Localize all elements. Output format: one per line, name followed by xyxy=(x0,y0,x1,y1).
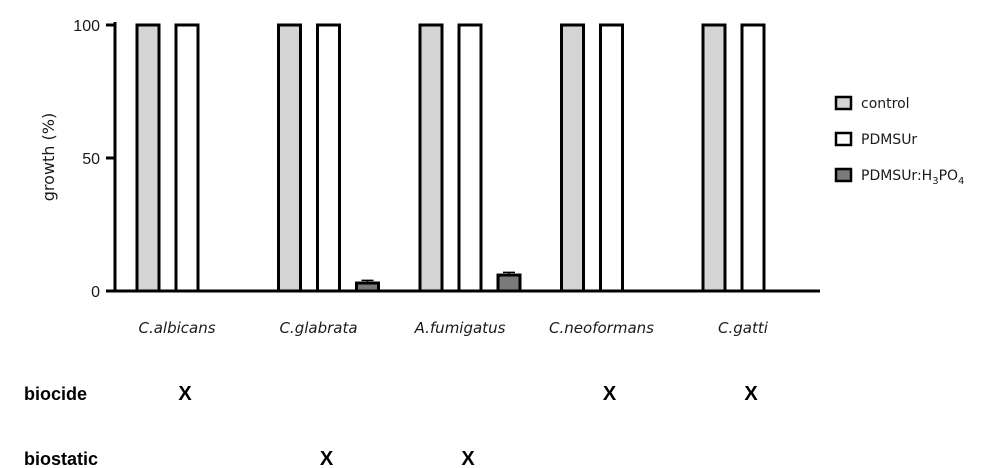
bar-0-4 xyxy=(701,23,727,293)
legend-label-control: control xyxy=(861,96,910,112)
bar-0-2 xyxy=(418,23,444,293)
y-tick-label-2: 100 xyxy=(73,18,100,35)
legend-item-pdmsur: PDMSUr xyxy=(834,131,917,148)
bar-1-2 xyxy=(457,23,483,293)
legend-label-phos-sub1: 3 xyxy=(932,176,938,187)
legend-label-pdmsur: PDMSUr xyxy=(861,132,917,148)
bar-1-1 xyxy=(316,23,341,293)
bar-1-4 xyxy=(740,23,766,293)
x-category-label-4: C.gatti xyxy=(718,319,769,337)
legend-swatch-pdmsur-h3po4 xyxy=(834,167,853,183)
bar-2-2 xyxy=(496,273,522,293)
y-tick-label-0: 0 xyxy=(91,284,100,301)
y-ticks: 0 50 100 xyxy=(73,18,115,301)
legend-item-control: control xyxy=(834,95,910,112)
y-axis-title: growth (%) xyxy=(39,113,58,201)
x-category-labels: C.albicans C.glabrata A.fumigatus C.neoform… xyxy=(138,319,768,337)
x-category-label-0: C.albicans xyxy=(138,319,215,337)
legend-label-pdmsur-h3po4: PDMSUr:H3PO4 xyxy=(861,168,964,187)
bar-1-0 xyxy=(174,23,200,293)
row-label-biocide: biocide xyxy=(24,384,87,404)
legend-swatch-pdmsur xyxy=(834,131,853,147)
row-mark-biostatic-2: X xyxy=(461,448,475,468)
x-category-label-2: A.fumigatus xyxy=(414,319,506,337)
row-mark-biocide-3: X xyxy=(603,383,617,405)
row-label-biostatic: biostatic xyxy=(24,449,98,468)
legend: control PDMSUr PDMSUr:H3PO4 xyxy=(834,95,964,187)
legend-swatch-control xyxy=(834,95,853,111)
legend-label-phos-sub2: 4 xyxy=(958,176,964,187)
legend-label-phos-prefix: PDMSUr:H xyxy=(861,168,932,184)
error-bars-layer xyxy=(361,271,515,284)
bars-layer xyxy=(135,23,766,293)
x-category-label-1: C.glabrata xyxy=(279,319,357,337)
row-mark-biocide-4: X xyxy=(744,383,758,405)
row-mark-biocide-0: X xyxy=(178,383,192,405)
error-bar-2-1 xyxy=(361,279,374,284)
y-tick-label-1: 50 xyxy=(82,151,100,168)
legend-item-pdmsur-h3po4: PDMSUr:H3PO4 xyxy=(834,167,964,187)
bar-0-3 xyxy=(560,23,585,293)
bar-1-3 xyxy=(599,23,624,293)
bar-0-0 xyxy=(135,23,161,293)
bar-0-1 xyxy=(277,23,302,293)
row-mark-biostatic-1: X xyxy=(320,448,334,468)
x-category-label-3: C.neoformans xyxy=(549,319,654,337)
legend-label-phos-mid: PO xyxy=(939,168,958,184)
error-bar-2-2 xyxy=(503,271,515,276)
